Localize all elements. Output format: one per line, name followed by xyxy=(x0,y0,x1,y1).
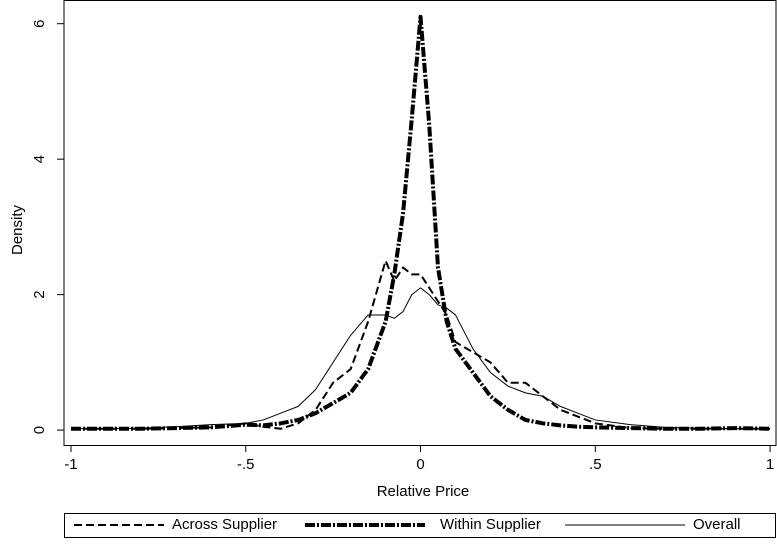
y-tick-label: 6 xyxy=(31,20,48,28)
plot-frame xyxy=(63,0,777,446)
legend-label: Within Supplier xyxy=(440,516,541,533)
x-axis-label: Relative Price xyxy=(377,483,470,500)
x-tick-label: .5 xyxy=(589,456,602,473)
y-axis-label: Density xyxy=(9,204,26,255)
y-tick-label: 2 xyxy=(31,290,48,298)
series-line xyxy=(70,287,771,430)
y-tick-label: 0 xyxy=(31,426,48,434)
y-tick-label: 4 xyxy=(31,155,48,163)
series-line xyxy=(70,259,771,430)
x-tick-label: 1 xyxy=(766,456,774,473)
legend-label: Overall xyxy=(693,516,741,533)
x-tick-label: 0 xyxy=(416,456,424,473)
x-tick-label: -1 xyxy=(64,456,77,473)
legend-label: Across Supplier xyxy=(172,516,277,533)
x-tick-label: -.5 xyxy=(237,456,255,473)
series-line xyxy=(70,14,771,431)
